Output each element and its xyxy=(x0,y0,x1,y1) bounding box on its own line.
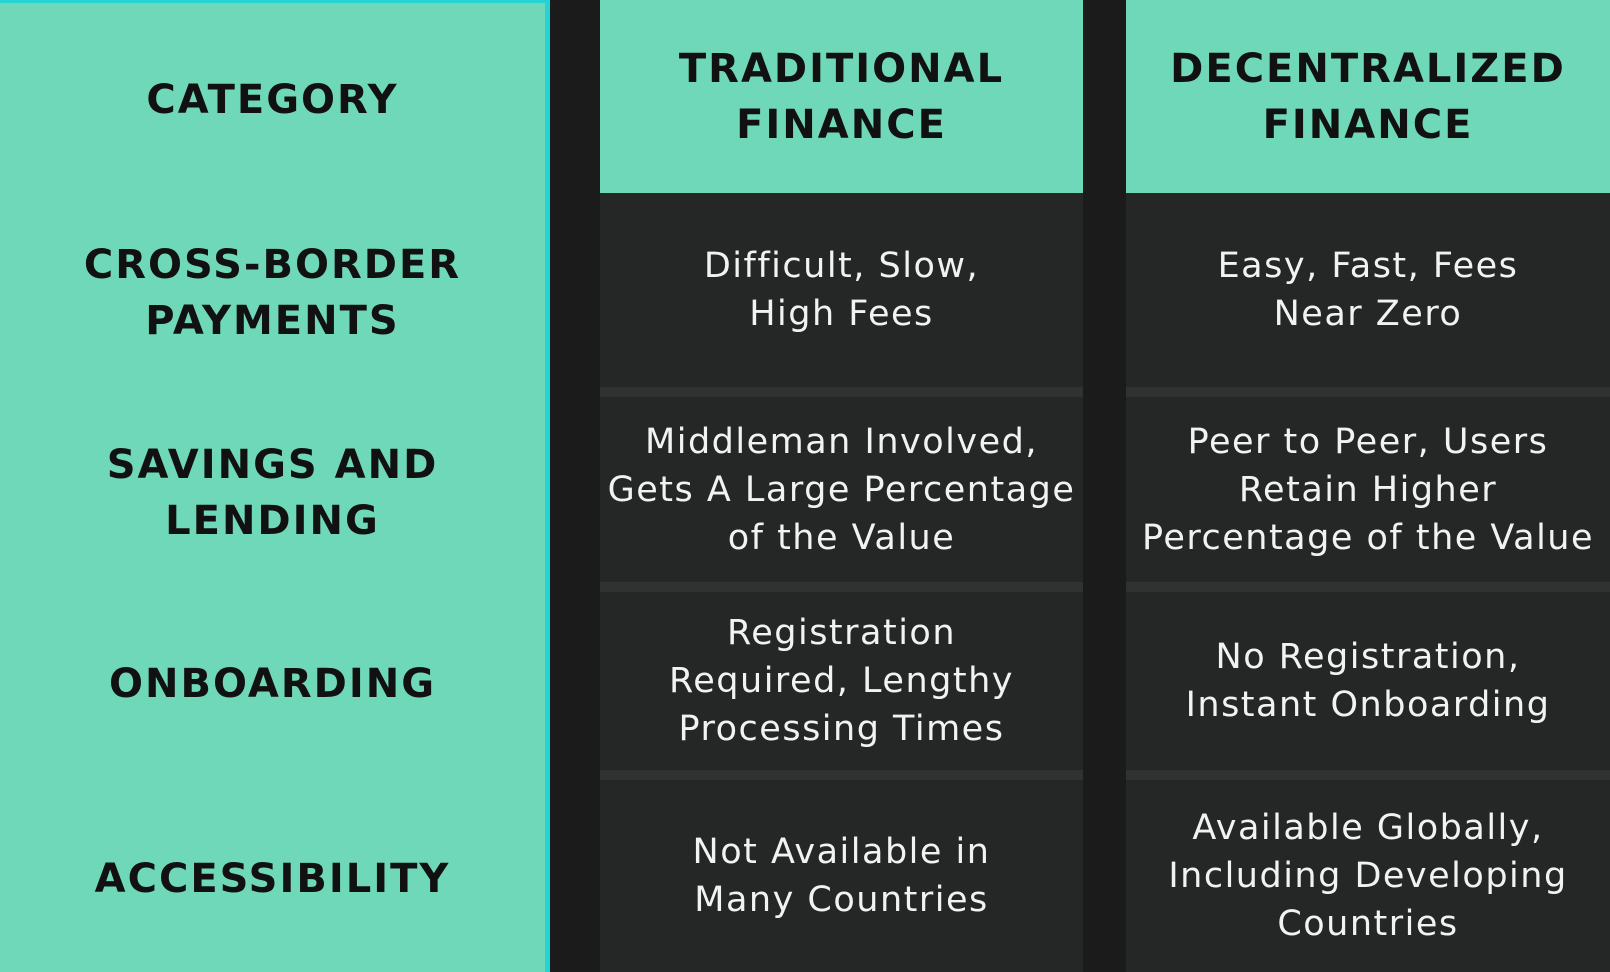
traditional-finance-column: TRADITIONAL FINANCE Difficult, Slow, Hig… xyxy=(600,0,1083,972)
traditional-cell-accessibility: Not Available in Many Countries xyxy=(600,780,1083,972)
category-label: ACCESSIBILITY xyxy=(94,856,451,902)
decentralized-cell-onboarding: No Registration, Instant Onboarding xyxy=(1126,592,1610,770)
decentralized-cell-cross-border: Easy, Fast, Fees Near Zero xyxy=(1126,193,1610,387)
category-label: SAVINGS AND LENDING xyxy=(106,441,439,544)
decentralized-finance-header-label: DECENTRALIZED FINANCE xyxy=(1170,45,1566,148)
cell-text: Registration Required, Lengthy Processin… xyxy=(669,613,1014,749)
cell-text: No Registration, Instant Onboarding xyxy=(1185,637,1551,725)
traditional-finance-header: TRADITIONAL FINANCE xyxy=(600,0,1083,193)
cell-text: Available Globally, Including Developing… xyxy=(1168,808,1568,944)
category-header: CATEGORY xyxy=(0,3,545,196)
row-divider xyxy=(600,770,1083,780)
row-divider xyxy=(1126,387,1610,397)
category-header-label: CATEGORY xyxy=(146,76,399,123)
category-accessibility: ACCESSIBILITY xyxy=(0,783,545,972)
decentralized-cell-accessibility: Available Globally, Including Developing… xyxy=(1126,780,1610,972)
category-cross-border-payments: CROSS-BORDER PAYMENTS xyxy=(0,196,545,390)
traditional-finance-header-label: TRADITIONAL FINANCE xyxy=(678,45,1005,148)
traditional-cell-cross-border: Difficult, Slow, High Fees xyxy=(600,193,1083,387)
decentralized-finance-header: DECENTRALIZED FINANCE xyxy=(1126,0,1610,193)
traditional-cell-savings: Middleman Involved, Gets A Large Percent… xyxy=(600,397,1083,582)
cell-text: Peer to Peer, Users Retain Higher Percen… xyxy=(1141,421,1595,558)
row-divider xyxy=(600,387,1083,397)
row-divider xyxy=(600,582,1083,592)
cell-text: Easy, Fast, Fees Near Zero xyxy=(1217,246,1519,334)
category-column: CATEGORY CROSS-BORDER PAYMENTS SAVINGS A… xyxy=(0,0,550,972)
category-label: CROSS-BORDER PAYMENTS xyxy=(83,242,462,344)
traditional-cell-onboarding: Registration Required, Lengthy Processin… xyxy=(600,592,1083,770)
decentralized-finance-column: DECENTRALIZED FINANCE Easy, Fast, Fees N… xyxy=(1126,0,1610,972)
decentralized-cell-savings: Peer to Peer, Users Retain Higher Percen… xyxy=(1126,397,1610,582)
cell-text: Middleman Involved, Gets A Large Percent… xyxy=(607,421,1076,558)
category-savings-and-lending: SAVINGS AND LENDING xyxy=(0,400,545,585)
cell-text: Difficult, Slow, High Fees xyxy=(703,246,980,334)
category-label: ONBOARDING xyxy=(108,661,437,707)
category-onboarding: ONBOARDING xyxy=(0,595,545,773)
row-divider xyxy=(1126,582,1610,592)
cell-text: Not Available in Many Countries xyxy=(692,832,991,920)
row-divider xyxy=(1126,770,1610,780)
